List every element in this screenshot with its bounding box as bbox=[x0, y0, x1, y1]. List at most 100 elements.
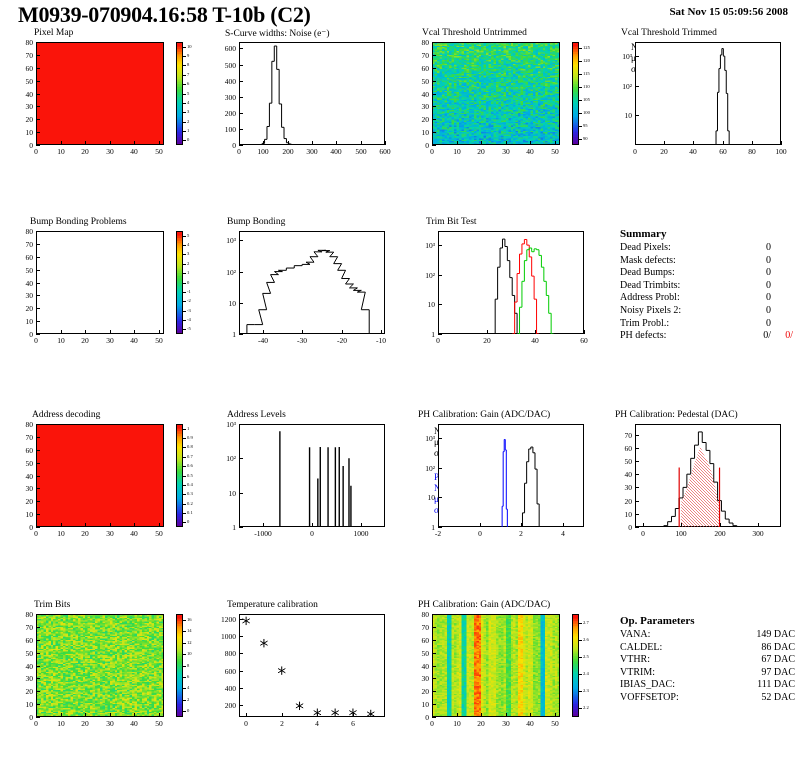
op-parameter-label: VOFFSETOP: bbox=[620, 691, 679, 703]
axis-tick bbox=[432, 42, 436, 43]
histogram-canvas[interactable] bbox=[438, 424, 584, 527]
axis-tick bbox=[239, 65, 243, 66]
axis-tick bbox=[36, 257, 40, 258]
summary-panel: Summary Dead Pixels: 0 Mask defects: 0 Dead … bbox=[620, 228, 796, 343]
heatmap-canvas[interactable] bbox=[432, 614, 560, 717]
axis-tick-label: -1000 bbox=[254, 529, 272, 538]
panel-title: S-Curve widths: Noise (e⁻) bbox=[225, 29, 330, 39]
colorbar-tick-label: 5 bbox=[187, 233, 190, 238]
axis-tick-label: 500 bbox=[224, 61, 236, 70]
panel-ph-calibration-gain-hist[interactable]: PH Calibration: Gain (ADC/DAC) N: 4160 μ… bbox=[404, 410, 594, 545]
axis-tick bbox=[481, 713, 482, 717]
colorbar-tick-label: 0.6 bbox=[187, 463, 193, 468]
panel-pixel-map[interactable]: Pixel Map 0 10 20 30 40 50 0 10 20 30 40 50 60 70 80 0 1… bbox=[8, 28, 198, 163]
heatmap-canvas[interactable] bbox=[36, 614, 164, 717]
panel-scurve-widths[interactable]: S-Curve widths: Noise (e⁻) N: 4160 μ: 14… bbox=[205, 28, 395, 163]
panel-address-levels[interactable]: Address Levels -1000 0 1000 1 10 10² 10³ bbox=[205, 410, 395, 545]
axis-tick bbox=[239, 688, 243, 689]
axis-tick-label: 1 bbox=[431, 330, 435, 339]
colorbar bbox=[572, 42, 579, 145]
axis-tick bbox=[635, 56, 639, 57]
colorbar-tick-label: 16 bbox=[187, 617, 192, 622]
histogram-canvas[interactable] bbox=[239, 231, 385, 334]
axis-tick bbox=[239, 705, 243, 706]
axis-tick-label: 0 bbox=[29, 330, 33, 339]
axis-tick bbox=[183, 122, 186, 123]
axis-tick-label: 50 bbox=[155, 336, 163, 345]
summary-row-label: Mask defects: bbox=[620, 254, 676, 266]
summary-row-label: Address Probl: bbox=[620, 292, 680, 304]
panel-temperature-calibration[interactable]: Temperature calibration 0 2 4 6 200 400 600 800… bbox=[205, 600, 395, 735]
axis-tick-label: 200 bbox=[282, 147, 294, 156]
histogram-canvas[interactable] bbox=[438, 231, 584, 334]
axis-tick-label: 2 bbox=[519, 529, 523, 538]
axis-tick-label: 50 bbox=[421, 649, 430, 658]
histogram-canvas[interactable] bbox=[239, 42, 385, 145]
axis-tick-label: 40 bbox=[531, 336, 539, 345]
histogram-canvas[interactable] bbox=[635, 42, 781, 145]
axis-tick bbox=[432, 132, 436, 133]
axis-tick-label: 50 bbox=[551, 147, 559, 156]
axis-tick bbox=[584, 330, 585, 334]
panel-bump-bonding-problems[interactable]: Bump Bonding Problems 0 10 20 30 40 50 0 10 20 30… bbox=[8, 217, 198, 352]
panel-vcal-threshold-untrimmed[interactable]: Vcal Threshold Untrimmed 0 10 20 30 40 50 0 10 2… bbox=[404, 28, 594, 163]
colorbar-tick-label: 0.3 bbox=[187, 491, 193, 496]
axis-tick bbox=[183, 264, 186, 265]
axis-tick bbox=[183, 643, 186, 644]
axis-tick-label: 60 bbox=[580, 336, 588, 345]
axis-tick bbox=[432, 691, 436, 692]
axis-tick bbox=[336, 141, 337, 145]
axis-tick-label: 70 bbox=[25, 623, 34, 632]
axis-tick bbox=[535, 330, 536, 334]
op-parameter-row: VTHR: 67 DAC bbox=[620, 654, 795, 667]
heatmap-canvas[interactable] bbox=[432, 42, 560, 145]
panel-title: Bump Bonding Problems bbox=[30, 217, 127, 227]
panel-trim-bit-test[interactable]: Trim Bit Test 0 20 40 60 1 10 10² 10³ bbox=[404, 217, 594, 352]
ph-defects-black: 0/ bbox=[763, 330, 771, 342]
heatmap-canvas[interactable] bbox=[36, 42, 164, 145]
colorbar bbox=[176, 614, 183, 717]
axis-tick-label: 10² bbox=[226, 454, 236, 463]
panel-address-decoding[interactable]: Address decoding 0 10 20 30 40 50 0 10 20 30 40 50 6… bbox=[8, 410, 198, 545]
axis-tick-label: 10³ bbox=[425, 434, 435, 443]
summary-row-label: Trim Probl.: bbox=[620, 317, 670, 329]
axis-tick bbox=[239, 272, 243, 273]
panel-bump-bonding[interactable]: Bump Bonding -40 -30 -20 -10 1 10 10² 10³ bbox=[205, 217, 395, 352]
histogram-canvas[interactable] bbox=[239, 614, 385, 717]
axis-tick bbox=[432, 640, 436, 641]
axis-tick-label: 0 bbox=[641, 529, 645, 538]
axis-tick-label: 0 bbox=[29, 713, 33, 722]
axis-tick-label: 0 bbox=[425, 141, 429, 150]
axis-tick-label: 400 bbox=[224, 77, 236, 86]
axis-tick bbox=[579, 100, 582, 101]
heatmap-canvas[interactable] bbox=[36, 231, 164, 334]
panel-title: Vcal Threshold Trimmed bbox=[621, 28, 717, 38]
panel-ph-calibration-pedestal[interactable]: PH Calibration: Pedestal (DAC) N: 4160 μ… bbox=[601, 410, 791, 545]
axis-tick-label: -20 bbox=[337, 336, 347, 345]
axis-tick-label: 100 bbox=[257, 147, 269, 156]
panel-trim-bits[interactable]: Trim Bits 0 10 20 30 40 50 0 10 20 30 40 50 60 70 80 0 2… bbox=[8, 600, 198, 735]
axis-tick bbox=[432, 653, 436, 654]
axis-tick bbox=[635, 514, 639, 515]
axis-tick-label: 10 bbox=[427, 493, 436, 502]
heatmap-canvas[interactable] bbox=[36, 424, 164, 527]
panel-vcal-threshold-trimmed[interactable]: Vcal Threshold Trimmed N: 4160 μ: 60.6 σ… bbox=[601, 28, 791, 163]
panel-title: Bump Bonding bbox=[227, 217, 286, 227]
axis-tick bbox=[36, 132, 40, 133]
axis-tick-label: 20 bbox=[25, 497, 34, 506]
axis-tick-label: 300 bbox=[306, 147, 318, 156]
histogram-canvas[interactable] bbox=[635, 424, 781, 527]
axis-tick bbox=[239, 48, 243, 49]
histogram-canvas[interactable] bbox=[239, 424, 385, 527]
axis-tick bbox=[579, 708, 582, 709]
axis-tick bbox=[635, 487, 639, 488]
axis-tick-label: 200 bbox=[224, 109, 236, 118]
axis-tick bbox=[183, 677, 186, 678]
op-parameters-title: Op. Parameters bbox=[620, 615, 695, 627]
axis-tick bbox=[183, 140, 186, 141]
panel-ph-calibration-gain-map[interactable]: PH Calibration: Gain (ADC/DAC) 0 10 20 30 40… bbox=[404, 600, 594, 735]
axis-tick-label: 0 bbox=[34, 529, 38, 538]
axis-tick-label: 1 bbox=[232, 330, 236, 339]
axis-tick bbox=[183, 273, 186, 274]
op-parameter-value: 97 DAC bbox=[761, 666, 795, 678]
